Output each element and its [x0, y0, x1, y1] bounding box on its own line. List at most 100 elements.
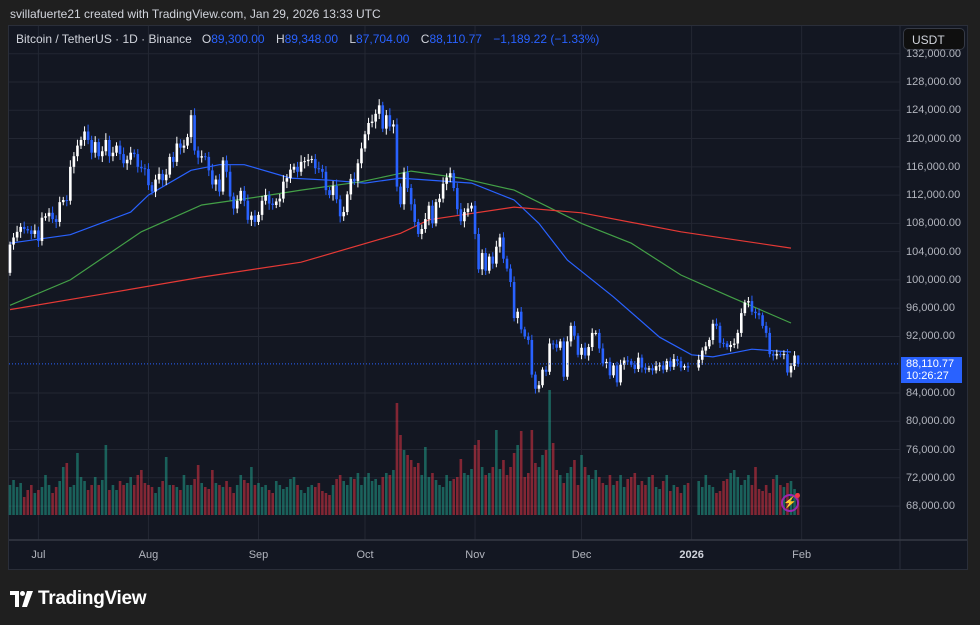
volume-bar — [771, 479, 775, 515]
volume-bar — [434, 480, 438, 515]
high-label: H — [275, 32, 285, 46]
volume-bar — [93, 477, 97, 515]
candle-bullish — [441, 183, 445, 199]
candle-bearish — [26, 229, 30, 231]
symbol-title[interactable]: Bitcoin / TetherUS · 1D · Binance — [16, 32, 192, 46]
candle-bearish — [296, 166, 299, 172]
volume-bar — [661, 481, 665, 515]
volume-bar — [519, 431, 523, 515]
candle-bullish — [569, 325, 573, 342]
volume-bar — [754, 467, 757, 515]
volume-bar — [345, 485, 349, 515]
time-tick-label: Aug — [138, 549, 159, 561]
candle-bullish — [214, 179, 218, 185]
candle-bullish — [282, 181, 285, 199]
volume-bar — [686, 483, 690, 515]
volume-bar — [44, 475, 47, 515]
candle-bullish — [402, 172, 406, 205]
time-tick-label: Nov — [465, 549, 485, 561]
candle-bullish — [740, 313, 743, 333]
candle-bullish — [168, 156, 172, 175]
candle-bullish — [331, 185, 335, 196]
volume-bar — [324, 493, 328, 515]
volume-bar — [296, 485, 299, 515]
volume-bar — [79, 477, 83, 515]
candle-bearish — [395, 124, 399, 187]
volume-bar — [587, 475, 590, 515]
candle-bearish — [555, 344, 558, 348]
candle-bearish — [431, 205, 434, 224]
volume-bar — [257, 483, 260, 515]
candle-bearish — [271, 203, 274, 205]
candle-bullish — [782, 354, 786, 356]
candle-bullish — [306, 159, 310, 162]
candle-bearish — [786, 354, 789, 373]
volume-bar — [335, 479, 338, 515]
candle-bullish — [654, 366, 658, 371]
brand-name: TradingView — [38, 588, 147, 609]
candle-bullish — [274, 201, 278, 205]
candle-bullish — [250, 215, 253, 220]
volume-bar — [537, 467, 541, 515]
candle-bullish — [558, 341, 562, 348]
volume-bar — [243, 480, 246, 515]
volume-bar — [725, 479, 729, 515]
candle-bearish — [651, 368, 654, 371]
currency-button[interactable]: USDT — [903, 28, 965, 50]
candle-bullish — [58, 202, 61, 222]
candle-bullish — [101, 151, 104, 157]
volume-bar — [477, 440, 480, 515]
candle-bearish — [136, 154, 140, 167]
volume-bar — [527, 473, 530, 515]
volume-bar — [331, 485, 335, 515]
candle-bearish — [30, 230, 33, 234]
candle-bearish — [321, 168, 324, 172]
candle-bearish — [172, 156, 175, 162]
volume-bar — [374, 479, 377, 515]
volume-bar — [718, 491, 722, 515]
candle-bullish — [157, 173, 161, 180]
volume-bar — [743, 480, 747, 515]
volume-bar — [654, 487, 658, 515]
volume-bar — [250, 467, 253, 515]
candle-bearish — [771, 354, 775, 356]
volume-bar — [54, 487, 58, 515]
candle-bullish — [40, 217, 44, 242]
candle-bullish — [200, 156, 203, 158]
lightning-icon[interactable]: ⚡ — [781, 493, 800, 512]
volume-bar — [392, 470, 395, 515]
volume-bar — [651, 475, 654, 515]
volume-bar — [409, 460, 413, 515]
candle-bullish — [424, 219, 427, 230]
candle-bearish — [534, 374, 537, 389]
candle-bearish — [615, 365, 619, 383]
time-tick-label: Sep — [248, 549, 269, 561]
candle-bearish — [491, 256, 495, 264]
low-label: L — [349, 32, 357, 46]
volume-bar — [8, 485, 12, 515]
volume-bar — [676, 487, 679, 515]
volume-bar — [306, 487, 310, 515]
candle-bullish — [221, 160, 225, 192]
candle-bullish — [264, 195, 267, 201]
price-tick-label: 132,000.00 — [906, 47, 962, 60]
candle-bullish — [47, 212, 51, 217]
candle-bearish — [54, 219, 58, 222]
volume-bar — [26, 490, 30, 515]
candle-bearish — [65, 200, 69, 202]
candle-bearish — [502, 237, 505, 259]
candle-bullish — [665, 361, 669, 370]
candle-bearish — [761, 315, 764, 326]
volume-bar — [196, 465, 200, 515]
candle-bullish — [448, 173, 452, 178]
candle-bullish — [704, 346, 708, 351]
candle-bearish — [456, 188, 459, 210]
price-tick-label: 96,000.00 — [906, 302, 955, 315]
ma-slow-line — [9, 206, 792, 311]
volume-bar — [463, 473, 466, 515]
candle-bearish — [147, 168, 150, 186]
open-label: O — [201, 32, 212, 46]
candle-bullish — [495, 246, 498, 264]
candle-bullish — [129, 152, 132, 160]
